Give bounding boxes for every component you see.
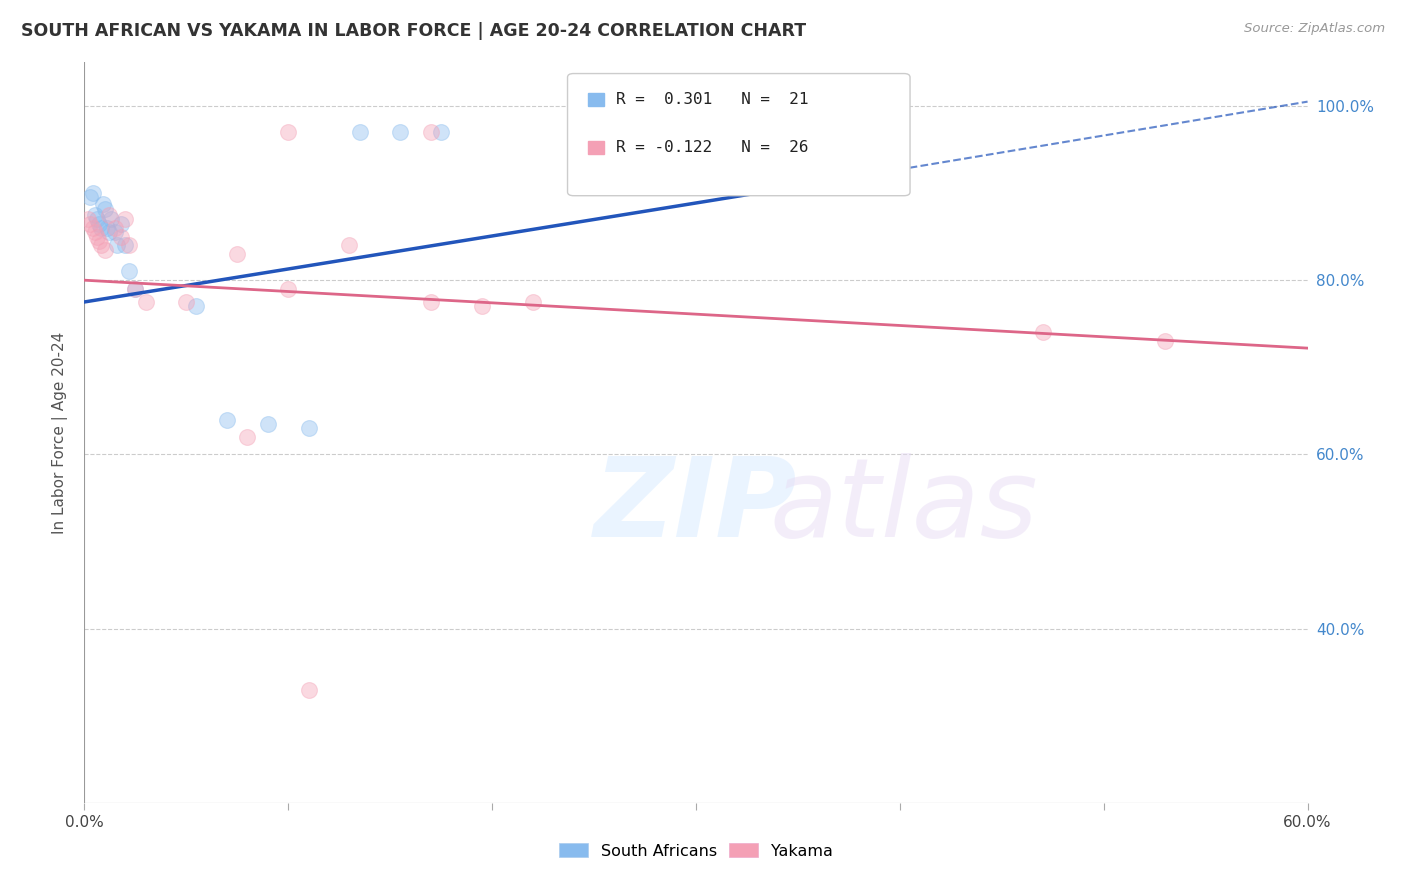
Text: R =  0.301   N =  21: R = 0.301 N = 21 (616, 92, 808, 107)
Point (522, 295, 544, 310)
Bar (588, 141, 603, 154)
Point (257, 417, 280, 431)
Point (124, 282, 146, 296)
Point (389, 125, 412, 139)
Point (100, 212, 122, 227)
Point (79, 190, 101, 204)
Point (124, 282, 146, 296)
Text: SOUTH AFRICAN VS YAKAMA IN LABOR FORCE | AGE 20-24 CORRELATION CHART: SOUTH AFRICAN VS YAKAMA IN LABOR FORCE |… (21, 22, 806, 40)
Point (110, 217, 132, 231)
Point (298, 682, 321, 697)
Point (1032, 326, 1054, 340)
Point (91, 196, 114, 211)
Point (217, 412, 239, 426)
Point (93, 202, 115, 216)
Point (96, 221, 118, 235)
Point (104, 225, 127, 239)
Point (105, 238, 128, 252)
Point (174, 295, 197, 310)
Bar (588, 93, 603, 106)
FancyBboxPatch shape (568, 73, 910, 195)
Point (86, 212, 108, 227)
Point (87, 217, 110, 231)
Point (277, 282, 299, 296)
Point (83, 225, 105, 239)
Point (82, 186, 104, 200)
Point (226, 247, 249, 261)
Point (90, 238, 112, 252)
Y-axis label: In Labor Force | Age 20-24: In Labor Force | Age 20-24 (52, 332, 69, 533)
Point (82, 221, 104, 235)
Point (90, 221, 112, 235)
Point (114, 238, 136, 252)
Text: R = -0.122   N =  26: R = -0.122 N = 26 (616, 140, 808, 155)
Point (97, 225, 120, 239)
Point (277, 125, 299, 139)
Point (420, 125, 443, 139)
Point (110, 229, 132, 244)
Point (114, 212, 136, 227)
Legend: South Africans, Yakama: South Africans, Yakama (553, 837, 839, 865)
Point (420, 295, 443, 310)
Point (339, 238, 361, 252)
Point (236, 430, 259, 444)
Point (79, 217, 101, 231)
Point (97, 208, 120, 222)
Point (186, 299, 208, 313)
Point (86, 229, 108, 244)
Text: Source: ZipAtlas.com: Source: ZipAtlas.com (1244, 22, 1385, 36)
Point (298, 421, 321, 435)
Point (87, 234, 110, 248)
Point (135, 295, 157, 310)
Point (118, 238, 141, 252)
Point (83, 208, 105, 222)
Point (349, 125, 371, 139)
Point (430, 125, 453, 139)
Point (104, 221, 127, 235)
Point (1154, 334, 1177, 348)
Point (471, 299, 494, 313)
Point (93, 243, 115, 257)
Point (77, 212, 100, 227)
Point (118, 264, 141, 278)
Text: atlas: atlas (769, 453, 1038, 560)
Text: ZIP: ZIP (595, 453, 797, 560)
